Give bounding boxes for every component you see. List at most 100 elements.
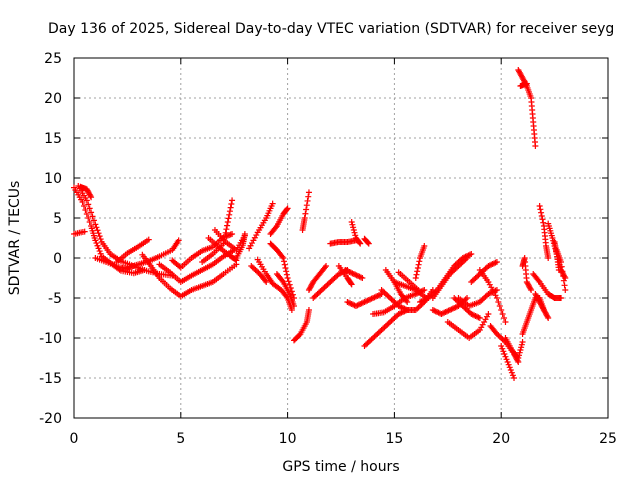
data-point [145, 236, 152, 243]
data-point [562, 287, 569, 293]
data-point [544, 313, 551, 320]
data-point [538, 213, 545, 219]
data-point [281, 261, 288, 268]
data-point [536, 203, 543, 209]
data-point [279, 277, 286, 284]
data-point [503, 356, 510, 363]
data-point [229, 231, 236, 237]
data-point [504, 359, 511, 365]
data-point [87, 192, 94, 199]
data-point [86, 219, 93, 225]
y-tick-label: 0 [53, 251, 62, 267]
data-point [464, 255, 471, 261]
data-point [509, 372, 516, 379]
data-point [518, 341, 525, 348]
data-point [228, 201, 235, 207]
data-point [302, 210, 309, 217]
data-point [558, 263, 565, 270]
data-point [501, 315, 508, 321]
data-point [561, 282, 568, 289]
data-point [304, 197, 311, 204]
data-point [283, 271, 290, 278]
data-point [493, 295, 500, 301]
data-point [226, 211, 233, 218]
y-tick-label: 15 [44, 131, 62, 147]
data-point [85, 215, 92, 221]
data-point [516, 352, 522, 359]
data-point [350, 227, 357, 233]
data-point [97, 236, 104, 243]
data-point [511, 375, 518, 381]
data-point [279, 253, 286, 260]
data-point [498, 343, 505, 349]
data-point [83, 211, 90, 217]
data-point [282, 265, 289, 271]
x-tick-label: 20 [492, 431, 510, 447]
y-tick-label: -20 [39, 411, 62, 427]
data-point [505, 361, 512, 368]
data-point [95, 245, 102, 252]
data-point [280, 255, 287, 261]
data-point [284, 275, 291, 281]
data-point [516, 349, 523, 356]
data-point [412, 275, 419, 281]
data-point [495, 299, 502, 305]
data-point [272, 224, 279, 231]
data-point [226, 208, 233, 215]
data-point [95, 230, 102, 237]
plot-frame [73, 57, 609, 419]
x-tick-label: 10 [279, 431, 297, 447]
data-point [545, 255, 552, 261]
data-point [286, 281, 293, 288]
data-point [80, 203, 87, 209]
data-point [301, 215, 308, 221]
data-point [539, 216, 546, 223]
data-point [527, 285, 534, 292]
data-point [403, 297, 410, 304]
data-point [537, 206, 544, 213]
data-point [506, 364, 513, 371]
data-point [348, 219, 355, 225]
data-point [303, 206, 310, 213]
data-point [97, 250, 104, 257]
data-point [347, 280, 354, 287]
data-point [558, 295, 565, 301]
data-point [413, 271, 420, 278]
data-point [499, 311, 506, 317]
data-point [291, 303, 298, 309]
data-point [88, 194, 95, 201]
y-tick-label: 5 [53, 211, 62, 227]
x-axis-label: GPS time / hours [282, 459, 399, 475]
data-point [262, 277, 269, 284]
data-point [535, 277, 542, 284]
data-point [305, 189, 312, 196]
data-point [416, 258, 423, 265]
data-point [348, 281, 355, 288]
data-point [359, 275, 366, 281]
data-point [305, 193, 312, 200]
data-point [559, 268, 566, 275]
data-point [414, 268, 421, 275]
data-point [357, 240, 364, 247]
y-axis: -20 -15 -10 -5 0 5 10 15 20 25 [39, 51, 608, 427]
data-point [93, 224, 100, 231]
data-point [79, 199, 86, 205]
y-tick-label: -10 [39, 331, 62, 347]
data-point [323, 263, 330, 269]
data-point [284, 205, 291, 212]
data-point [500, 348, 507, 355]
data-point [414, 265, 421, 271]
data-point [283, 293, 290, 300]
data-point [224, 219, 231, 225]
data-point [365, 240, 372, 247]
data-point [549, 235, 556, 241]
data-point [94, 227, 101, 234]
data-point [518, 344, 525, 351]
x-axis: 0 5 10 15 20 25 [70, 58, 617, 447]
data-point [415, 261, 422, 268]
data-point [269, 200, 276, 207]
data-point [88, 209, 95, 216]
data-point [227, 204, 234, 211]
data-point [281, 258, 288, 265]
